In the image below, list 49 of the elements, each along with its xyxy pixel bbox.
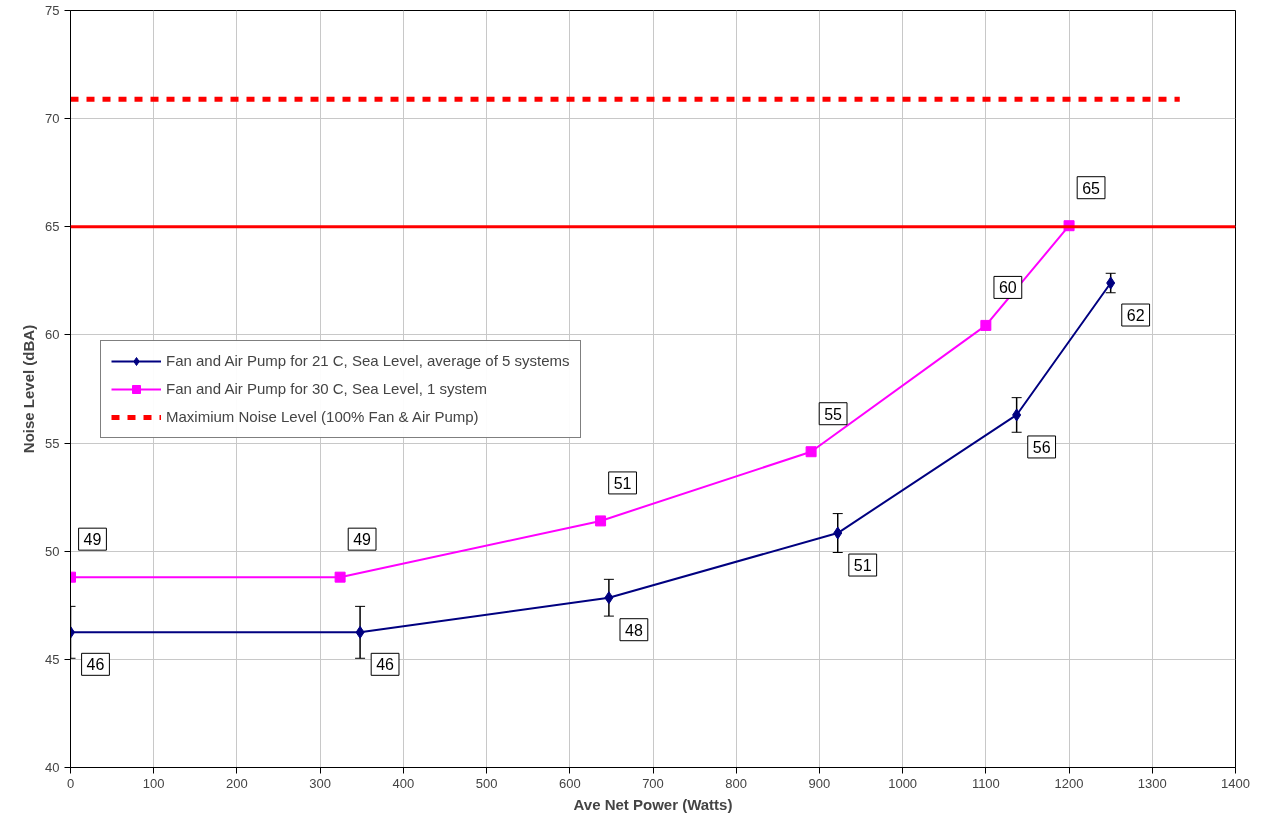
x-tick-label: 800 [725,775,748,791]
data-label: 46 [376,656,395,674]
point [1012,408,1022,422]
y-tick-label: 65 [45,219,60,235]
x-tick-label: 700 [642,775,664,791]
x-tick-label: 400 [392,775,415,791]
point [595,515,607,527]
x-tick-label: 1200 [1054,775,1084,791]
point [805,446,817,458]
legend-label: Fan and Air Pump for 21 C, Sea Level, average of 5 systems [166,352,570,369]
data-label: 46 [86,656,105,674]
x-tick-label: 0 [66,775,75,791]
data-label: 51 [853,557,872,575]
x-tick-label: 200 [226,775,248,791]
x-tick-label: 100 [142,775,165,791]
point [833,526,843,540]
x-tick-label: 1000 [888,775,918,791]
data-label: 65 [1082,179,1101,197]
y-tick-label: 75 [45,3,60,18]
x-tick-label: 1300 [1137,775,1167,791]
data-label: 49 [353,531,372,549]
point [604,591,614,605]
legend-label: Maximium Noise Level (100% Fan & Air Pump) [166,408,479,425]
data-label: 60 [998,279,1017,297]
x-tick-label: 300 [309,775,331,791]
point [334,571,346,583]
data-label: 56 [1032,438,1051,456]
x-tick-label: 600 [558,775,581,791]
point [980,319,992,331]
x-tick-label: 1400 [1221,775,1250,791]
data-label: 51 [613,474,632,492]
x-tick-label: 900 [808,775,831,791]
y-tick-label: 40 [45,760,60,775]
legend-label: Fan and Air Pump for 30 C, Sea Level, 1 system [166,380,487,397]
point [355,625,365,639]
y-tick-label: 45 [45,651,60,667]
y-tick-label: 55 [45,435,60,451]
data-label: 62 [1126,307,1145,325]
data-label: 55 [824,405,843,423]
point [1106,276,1116,290]
y-axis-title: Noise Level (dBA) [20,324,38,454]
data-label: 49 [83,531,102,549]
data-label: 48 [625,621,643,639]
x-tick-label: 1100 [971,775,1000,791]
x-tick-label: 500 [475,775,498,791]
y-tick-label: 70 [45,111,60,127]
x-axis-title: Ave Net Power (Watts) [573,795,733,813]
y-tick-label: 50 [45,543,60,559]
y-tick-label: 60 [45,327,60,343]
